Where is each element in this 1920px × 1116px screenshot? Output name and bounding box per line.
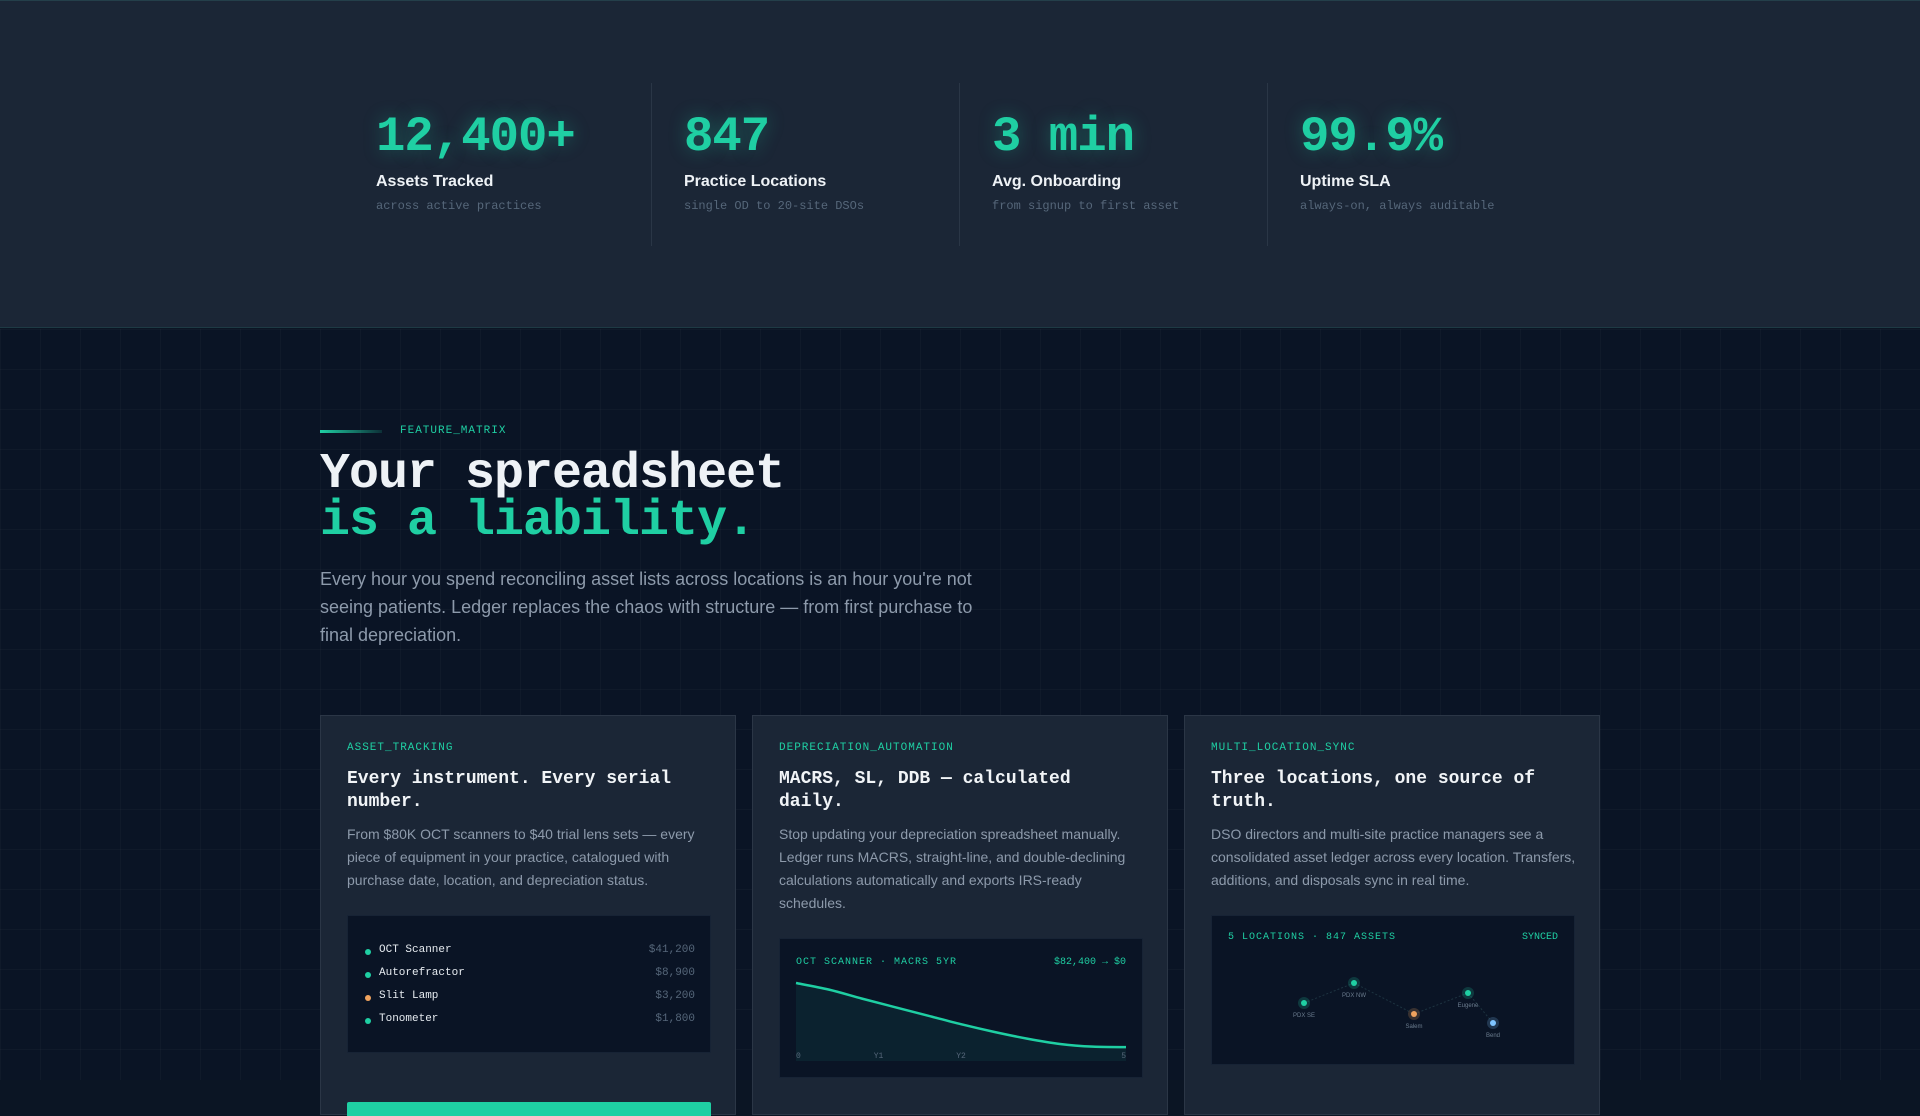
headline-line-1: Your spreadsheet xyxy=(320,446,785,503)
asset-price: $3,200 xyxy=(655,990,695,1002)
headline-line-2: is a liability. xyxy=(320,493,756,550)
chart-value-range: $82,400 → $0 xyxy=(1053,957,1126,968)
stat-value: 12,400+ xyxy=(376,109,576,165)
asset-list-item: Slit Lamp $3,200 xyxy=(365,990,695,1010)
chart-x-tick-label: 5 xyxy=(1121,1052,1126,1061)
chart-title: OCT SCANNER · MACRS 5YR xyxy=(796,957,958,968)
feature-card-multi-location: MULTI_LOCATION_SYNC Three locations, one… xyxy=(1184,715,1600,1115)
asset-name: Autorefractor xyxy=(379,967,465,979)
card-title: Three locations, one source of truth. xyxy=(1211,769,1536,812)
stat-uptime-sla: 99.9% Uptime SLA always-on, always audit… xyxy=(1300,83,1608,246)
stat-caption: from signup to first asset xyxy=(992,199,1180,213)
chart-area-fill xyxy=(796,983,1126,1061)
card-tag: DEPRECIATION_AUTOMATION xyxy=(779,742,954,754)
card-title: Every instrument. Every serial number. xyxy=(347,769,672,812)
section-intro: Every hour you spend reconciling asset l… xyxy=(320,569,973,645)
locations-panel-title: 5 LOCATIONS · 847 ASSETS xyxy=(1228,932,1397,943)
stat-assets-tracked: 12,400+ Assets Tracked across active pra… xyxy=(376,83,684,246)
card-body: From $80K OCT scanners to $40 trial lens… xyxy=(347,826,695,888)
stat-caption: always-on, always auditable xyxy=(1300,199,1495,213)
asset-name: OCT Scanner xyxy=(379,944,452,956)
asset-list-item: Tonometer $1,800 xyxy=(365,1013,695,1033)
location-link-line xyxy=(1413,992,1469,1015)
status-dot-icon xyxy=(365,1018,371,1024)
asset-price: $8,900 xyxy=(655,967,695,979)
asset-list-item: Autorefractor $8,900 xyxy=(365,967,695,987)
asset-name: Slit Lamp xyxy=(379,990,439,1002)
location-label: Salem xyxy=(1405,1024,1422,1030)
location-node xyxy=(1411,1011,1417,1017)
asset-list-panel: OCT Scanner $41,200 Autorefractor $8,900 Sli… xyxy=(347,915,711,1053)
stat-value: 3 min xyxy=(992,109,1135,165)
location-link-line xyxy=(1353,982,1415,1015)
card-body: Stop updating your depreciation spreadsh… xyxy=(779,826,1126,911)
chart-x-tick-label: Y2 xyxy=(956,1052,966,1061)
location-node xyxy=(1351,980,1357,986)
asset-price: $41,200 xyxy=(648,944,695,956)
stat-divider xyxy=(959,83,960,246)
section-headline: Your spreadsheet is a liability. xyxy=(320,446,785,550)
locations-network-map: PDX SE PDX NW Salem Eugene Bend xyxy=(1293,977,1500,1039)
section-eyebrow: FEATURE_MATRIX xyxy=(400,425,507,437)
stat-practice-locations: 847 Practice Locations single OD to 20-s… xyxy=(684,83,992,246)
asset-price: $1,800 xyxy=(655,1013,695,1025)
card-tag: MULTI_LOCATION_SYNC xyxy=(1211,742,1356,754)
stats-band: 12,400+ Assets Tracked across active pra… xyxy=(0,0,1920,328)
locations-panel: 5 LOCATIONS · 847 ASSETS SYNCED PDX SE PD… xyxy=(1211,915,1575,1065)
chart-x-tick-label: 0 xyxy=(796,1052,801,1061)
stat-caption: single OD to 20-site DSOs xyxy=(684,199,865,213)
location-label: Bend xyxy=(1486,1033,1500,1039)
status-dot-icon xyxy=(365,972,371,978)
stat-label: Practice Locations xyxy=(684,173,827,190)
location-label: PDX SE xyxy=(1293,1013,1315,1019)
status-dot-icon xyxy=(365,995,371,1001)
asset-list-item: OCT Scanner $41,200 xyxy=(365,944,695,964)
depreciation-chart-panel: OCT SCANNER · MACRS 5YR $82,400 → $0 0 Y1… xyxy=(779,938,1143,1078)
stat-label: Assets Tracked xyxy=(376,173,494,190)
card-bottom-accent-bar xyxy=(347,1102,711,1116)
location-node xyxy=(1301,1000,1307,1006)
card-title: MACRS, SL, DDB — calculated daily. xyxy=(779,769,1071,812)
stat-value: 99.9% xyxy=(1300,109,1443,165)
stat-divider xyxy=(651,83,652,246)
chart-x-tick-label: Y1 xyxy=(874,1052,884,1061)
feature-card-asset-tracking: ASSET_TRACKING Every instrument. Every s… xyxy=(320,715,736,1116)
feature-card-depreciation: DEPRECIATION_AUTOMATION MACRS, SL, DDB —… xyxy=(752,715,1168,1115)
feature-section: FEATURE_MATRIX Your spreadsheet is a lia… xyxy=(0,329,1920,1116)
stat-caption: across active practices xyxy=(376,199,542,213)
depreciation-chart: 0 Y1 Y2 5 xyxy=(795,981,1127,1061)
sync-status-badge: SYNCED xyxy=(1521,932,1558,943)
stat-avg-onboarding: 3 min Avg. Onboarding from signup to fir… xyxy=(992,83,1300,246)
stat-value: 847 xyxy=(684,109,770,165)
stat-label: Avg. Onboarding xyxy=(992,173,1122,190)
chart-series-line xyxy=(795,981,1127,1049)
location-node xyxy=(1465,990,1471,996)
location-node xyxy=(1490,1020,1496,1026)
stat-divider xyxy=(1267,83,1268,246)
location-link-line xyxy=(1303,982,1355,1004)
card-body: DSO directors and multi-site practice ma… xyxy=(1211,826,1576,888)
location-label: Eugene xyxy=(1458,1003,1479,1009)
location-label: PDX NW xyxy=(1342,993,1366,999)
eyebrow-accent-line xyxy=(320,430,382,433)
status-dot-icon xyxy=(365,949,371,955)
card-tag: ASSET_TRACKING xyxy=(347,742,454,754)
location-link-line xyxy=(1467,992,1494,1024)
asset-name: Tonometer xyxy=(379,1013,439,1025)
stat-label: Uptime SLA xyxy=(1300,173,1391,190)
